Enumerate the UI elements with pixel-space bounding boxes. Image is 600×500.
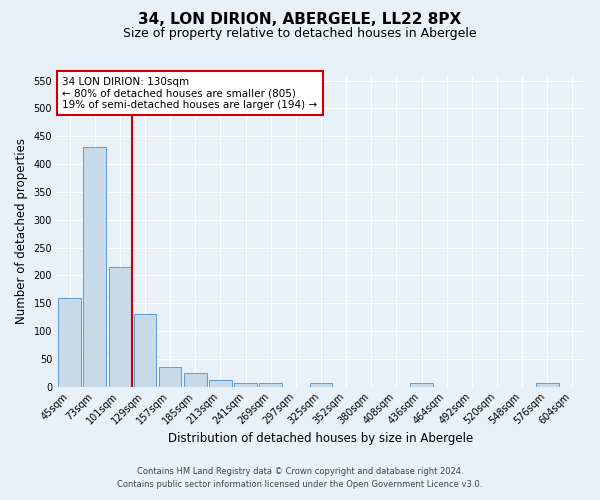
Text: 34 LON DIRION: 130sqm
← 80% of detached houses are smaller (805)
19% of semi-det: 34 LON DIRION: 130sqm ← 80% of detached … <box>62 76 317 110</box>
Bar <box>410 383 433 386</box>
Bar <box>234 383 257 386</box>
Bar <box>259 383 282 386</box>
X-axis label: Distribution of detached houses by size in Abergele: Distribution of detached houses by size … <box>169 432 473 445</box>
Bar <box>536 383 559 386</box>
Text: Contains HM Land Registry data © Crown copyright and database right 2024.: Contains HM Land Registry data © Crown c… <box>137 467 463 476</box>
Bar <box>134 314 157 386</box>
Bar <box>58 298 81 386</box>
Bar <box>310 383 332 386</box>
Text: Size of property relative to detached houses in Abergele: Size of property relative to detached ho… <box>123 28 477 40</box>
Text: Contains public sector information licensed under the Open Government Licence v3: Contains public sector information licen… <box>118 480 482 489</box>
Bar <box>109 267 131 386</box>
Bar <box>209 380 232 386</box>
Y-axis label: Number of detached properties: Number of detached properties <box>15 138 28 324</box>
Bar <box>159 367 181 386</box>
Bar <box>83 148 106 386</box>
Text: 34, LON DIRION, ABERGELE, LL22 8PX: 34, LON DIRION, ABERGELE, LL22 8PX <box>139 12 461 28</box>
Bar <box>184 373 206 386</box>
